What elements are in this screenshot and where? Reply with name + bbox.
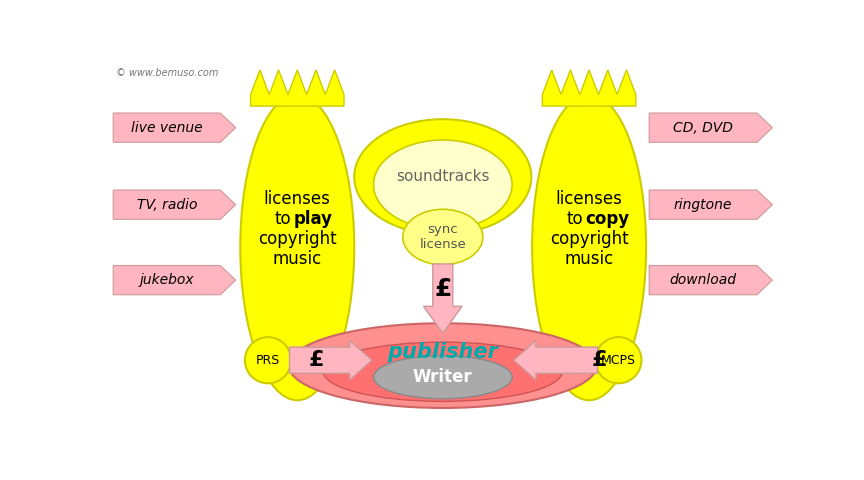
Ellipse shape bbox=[323, 342, 562, 401]
Polygon shape bbox=[113, 113, 236, 142]
Text: TV, radio: TV, radio bbox=[137, 198, 197, 212]
Text: ringtone: ringtone bbox=[674, 198, 733, 212]
Text: to: to bbox=[275, 210, 291, 228]
Text: £: £ bbox=[308, 350, 324, 370]
Text: Writer: Writer bbox=[413, 368, 473, 386]
Text: live venue: live venue bbox=[131, 120, 202, 135]
Ellipse shape bbox=[403, 209, 483, 265]
Text: sync
license: sync license bbox=[419, 223, 467, 251]
Text: jukebox: jukebox bbox=[139, 273, 194, 287]
Circle shape bbox=[245, 337, 291, 384]
Polygon shape bbox=[289, 340, 372, 380]
Ellipse shape bbox=[240, 95, 354, 400]
Ellipse shape bbox=[373, 140, 512, 229]
Text: copy: copy bbox=[585, 210, 629, 228]
Text: play: play bbox=[294, 210, 333, 228]
Ellipse shape bbox=[532, 95, 646, 400]
Ellipse shape bbox=[354, 119, 531, 235]
Text: licenses: licenses bbox=[264, 190, 331, 208]
Text: music: music bbox=[564, 251, 613, 268]
Polygon shape bbox=[251, 70, 344, 106]
Polygon shape bbox=[113, 265, 236, 295]
Polygon shape bbox=[649, 190, 772, 219]
Ellipse shape bbox=[289, 323, 597, 408]
Text: music: music bbox=[273, 251, 322, 268]
Text: copyright: copyright bbox=[550, 230, 628, 248]
Text: © www.bemuso.com: © www.bemuso.com bbox=[117, 68, 219, 78]
Text: soundtracks: soundtracks bbox=[396, 169, 490, 184]
Polygon shape bbox=[513, 340, 598, 380]
Polygon shape bbox=[649, 113, 772, 142]
Text: copyright: copyright bbox=[258, 230, 337, 248]
Text: £: £ bbox=[434, 276, 452, 300]
Polygon shape bbox=[423, 264, 462, 333]
Text: PRS: PRS bbox=[256, 354, 280, 367]
Text: publisher: publisher bbox=[387, 342, 499, 362]
Text: MCPS: MCPS bbox=[600, 354, 636, 367]
Text: download: download bbox=[670, 273, 736, 287]
Polygon shape bbox=[113, 190, 236, 219]
Polygon shape bbox=[649, 265, 772, 295]
Text: licenses: licenses bbox=[556, 190, 623, 208]
Polygon shape bbox=[543, 70, 636, 106]
Text: CD, DVD: CD, DVD bbox=[673, 120, 733, 135]
Text: £: £ bbox=[591, 350, 607, 370]
Text: to: to bbox=[566, 210, 583, 228]
Ellipse shape bbox=[373, 356, 512, 399]
Circle shape bbox=[595, 337, 641, 384]
